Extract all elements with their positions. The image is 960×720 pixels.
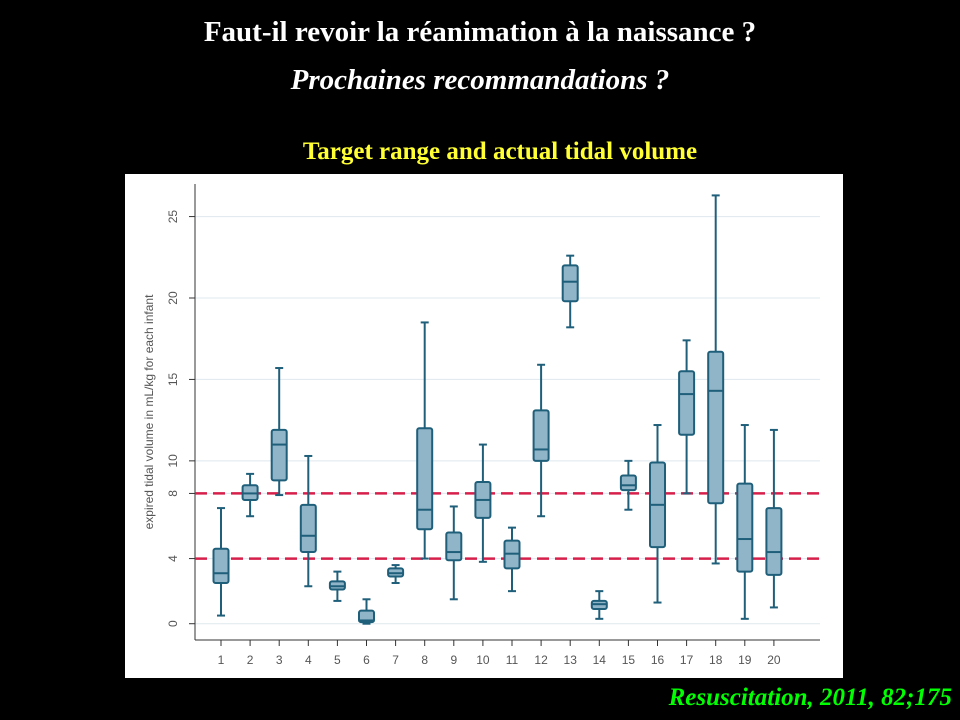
box-9: [445, 531, 463, 562]
x-tick-label: 3: [276, 653, 283, 667]
x-tick-label: 18: [709, 653, 723, 667]
x-tick-label: 5: [334, 653, 341, 667]
box-20: [765, 507, 783, 576]
slide-subtitle: Prochaines recommandations ?: [290, 64, 670, 96]
y-tick-label: 0: [166, 620, 180, 627]
x-tick-label: 7: [392, 653, 399, 667]
x-tick-label: 9: [450, 653, 457, 667]
chart-heading: Target range and actual tidal volume: [302, 138, 698, 165]
x-tick-label: 14: [593, 653, 607, 667]
x-tick-label: 10: [476, 653, 490, 667]
x-tick-label: 19: [738, 653, 752, 667]
x-tick-label: 11: [506, 653, 519, 667]
x-tick-label: 12: [534, 653, 548, 667]
x-tick-label: 8: [421, 653, 428, 667]
y-tick-label: 25: [166, 210, 180, 224]
y-tick-label: 15: [166, 372, 180, 386]
box-4: [299, 503, 317, 554]
y-tick-label: 8: [166, 490, 180, 497]
x-tick-label: 17: [680, 653, 694, 667]
box-18: [707, 350, 725, 505]
box-12: [532, 409, 550, 462]
box-17: [678, 370, 696, 436]
x-tick-label: 16: [651, 653, 665, 667]
box-1: [212, 547, 230, 584]
x-tick-label: 4: [305, 653, 312, 667]
x-tick-label: 20: [767, 653, 781, 667]
x-tick-label: 13: [564, 653, 578, 667]
y-axis-title: expired tidal volume in mL/kg for each i…: [142, 294, 156, 529]
x-tick-label: 6: [363, 653, 370, 667]
box-19: [736, 482, 754, 573]
box-13: [561, 264, 579, 303]
x-tick-label: 15: [622, 653, 636, 667]
box-plot-chart: 0 4 8 10 15 20 25 expired tidal volume in mL/kg…: [125, 174, 843, 678]
y-tick-label: 20: [166, 291, 180, 305]
box-15: [619, 474, 637, 492]
citation: Resuscitation, 2011, 82;175: [668, 684, 952, 711]
box-6: [358, 609, 375, 624]
y-tick-label: 10: [166, 454, 180, 468]
box-8: [416, 427, 434, 531]
y-tick-label: 4: [166, 555, 180, 562]
x-tick-label: 1: [218, 653, 225, 667]
slide-title: Faut-il revoir la réanimation à la naiss…: [203, 16, 757, 48]
x-tick-label: 2: [247, 653, 254, 667]
box-3: [270, 428, 288, 482]
